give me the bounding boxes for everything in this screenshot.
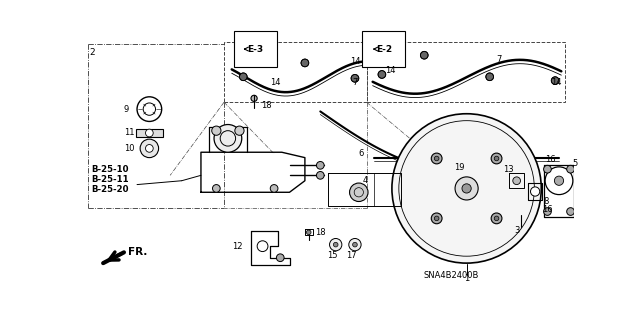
Circle shape	[307, 230, 311, 235]
Circle shape	[494, 216, 499, 221]
Bar	[136, 129, 163, 137]
Text: B-25-10: B-25-10	[91, 165, 129, 174]
Text: E-3: E-3	[247, 45, 263, 54]
Text: 6: 6	[359, 149, 364, 158]
Circle shape	[330, 239, 342, 251]
Circle shape	[486, 73, 493, 81]
Circle shape	[212, 126, 221, 135]
Text: 14: 14	[551, 78, 562, 87]
Text: 9: 9	[124, 105, 129, 114]
Circle shape	[301, 59, 308, 67]
Circle shape	[566, 165, 575, 173]
Circle shape	[455, 177, 478, 200]
Circle shape	[431, 153, 442, 164]
Circle shape	[491, 153, 502, 164]
Text: 7: 7	[353, 78, 358, 87]
Circle shape	[545, 167, 573, 195]
Circle shape	[420, 51, 428, 59]
Text: B-25-11: B-25-11	[91, 175, 129, 184]
Text: E-2: E-2	[376, 45, 392, 54]
Circle shape	[145, 129, 153, 137]
Circle shape	[353, 242, 357, 247]
Circle shape	[531, 187, 540, 196]
Text: 17: 17	[346, 251, 357, 260]
Text: 8: 8	[543, 197, 549, 206]
Circle shape	[566, 208, 575, 215]
Bar	[224, 42, 367, 102]
Text: 15: 15	[328, 251, 338, 260]
Text: 18: 18	[315, 228, 326, 237]
Circle shape	[543, 165, 551, 173]
Circle shape	[276, 254, 284, 262]
Text: 16: 16	[545, 155, 556, 164]
Circle shape	[140, 139, 159, 158]
Text: 14: 14	[350, 57, 361, 66]
Circle shape	[351, 74, 359, 82]
Circle shape	[435, 216, 439, 221]
Text: 14: 14	[270, 78, 281, 87]
Circle shape	[513, 177, 520, 185]
Text: B-25-20: B-25-20	[91, 185, 129, 194]
Circle shape	[235, 126, 244, 135]
Text: 1: 1	[464, 274, 469, 283]
Circle shape	[554, 176, 564, 185]
Circle shape	[392, 114, 541, 263]
Circle shape	[316, 172, 324, 179]
Bar	[367, 42, 565, 102]
Text: 16: 16	[542, 205, 553, 214]
Text: 7: 7	[496, 55, 501, 64]
Text: 4: 4	[363, 176, 368, 185]
Circle shape	[551, 77, 559, 85]
Text: 18: 18	[261, 101, 271, 110]
Text: FR.: FR.	[128, 247, 147, 257]
Text: 13: 13	[504, 165, 514, 174]
Circle shape	[435, 156, 439, 161]
Text: 2: 2	[90, 48, 95, 57]
Circle shape	[316, 161, 324, 169]
Circle shape	[378, 70, 386, 78]
Circle shape	[462, 184, 471, 193]
Text: 11: 11	[124, 128, 134, 137]
Circle shape	[543, 208, 551, 215]
Circle shape	[270, 185, 278, 192]
Text: 14: 14	[385, 66, 396, 75]
Text: 12: 12	[232, 242, 243, 251]
Circle shape	[349, 183, 368, 202]
Circle shape	[214, 124, 242, 152]
Text: 19: 19	[454, 163, 464, 172]
Circle shape	[491, 213, 502, 224]
Text: 10: 10	[124, 144, 134, 153]
Circle shape	[239, 73, 247, 81]
Text: SNA4B2400B: SNA4B2400B	[424, 271, 479, 280]
Circle shape	[145, 145, 153, 152]
Circle shape	[494, 156, 499, 161]
Text: 5: 5	[572, 159, 577, 168]
Circle shape	[431, 213, 442, 224]
Circle shape	[349, 239, 361, 251]
Circle shape	[251, 95, 257, 101]
Text: 3: 3	[514, 226, 519, 235]
Circle shape	[333, 242, 338, 247]
Circle shape	[212, 185, 220, 192]
